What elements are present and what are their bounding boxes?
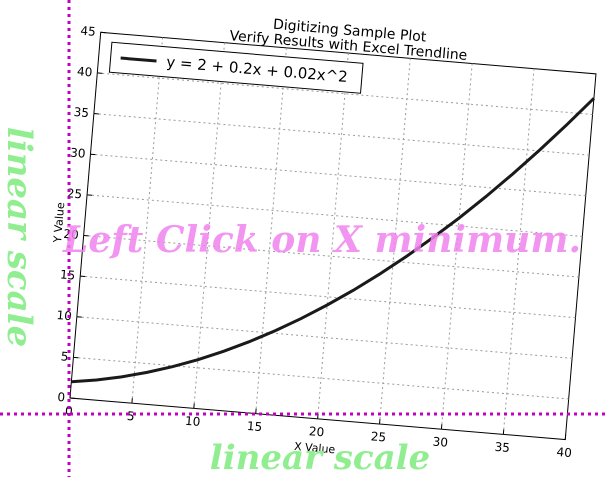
y-tick-label: 35 xyxy=(73,105,89,120)
x-grid-line xyxy=(440,63,473,430)
x-grid-line xyxy=(255,47,287,414)
y-tick-label: 25 xyxy=(66,186,82,201)
x-tick-label: 0 xyxy=(65,404,74,419)
x-tick-labels: 0 5 10 15 20 25 30 35 40 xyxy=(65,404,573,460)
instruction-text: Left Click on X minimum. xyxy=(62,219,581,261)
y-scale-label: linear scale xyxy=(0,127,39,347)
y-tick-label: 45 xyxy=(80,24,96,39)
x-tick-label: 35 xyxy=(494,440,510,455)
x-scale-label: linear scale xyxy=(210,438,430,477)
y-tick-label: 0 xyxy=(57,390,66,405)
legend-swatch xyxy=(120,56,157,63)
x-tick-label: 30 xyxy=(432,435,448,450)
x-tick-label: 10 xyxy=(185,414,201,429)
x-grid-line xyxy=(502,68,535,435)
y-tick-label: 10 xyxy=(56,308,72,323)
y-tick-label: 40 xyxy=(77,64,93,79)
x-tick-label: 5 xyxy=(126,409,135,424)
y-tick-label: 5 xyxy=(60,349,69,364)
legend-box xyxy=(108,41,364,94)
x-tick-label: 15 xyxy=(246,419,262,434)
y-axis-label: Y Value xyxy=(51,202,67,245)
y-tick-label: 20 xyxy=(63,227,79,242)
x-grid-line xyxy=(379,58,411,425)
x-grid-line xyxy=(193,42,226,409)
series-line xyxy=(71,97,595,384)
x-axis-label: X Value xyxy=(294,440,336,456)
x-grid-line xyxy=(131,37,164,404)
y-tick-label: 30 xyxy=(70,146,86,161)
x-tick-label: 25 xyxy=(370,429,386,444)
x-grid-line xyxy=(317,53,349,419)
x-tick-label: 20 xyxy=(308,424,324,439)
grid-lines xyxy=(73,37,593,435)
x-tick-label: 40 xyxy=(556,445,572,460)
